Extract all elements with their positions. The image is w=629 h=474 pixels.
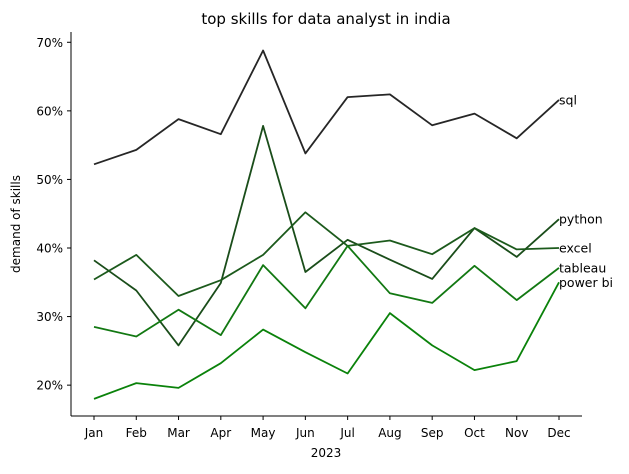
y-tick-label: 40% (36, 242, 63, 256)
x-tick-label: Jul (339, 426, 354, 440)
y-tick-label: 30% (36, 310, 63, 324)
y-tick-label: 70% (36, 36, 63, 50)
x-tick-label: Sep (421, 426, 444, 440)
series-label-power-bi: power bi (559, 275, 613, 290)
chart-title: top skills for data analyst in india (201, 10, 450, 28)
y-axis-label: demand of skills (9, 175, 23, 273)
series-line-sql (93, 49, 560, 166)
series-label-excel: excel (559, 241, 592, 256)
series-line-tableau (93, 244, 560, 338)
x-tick-label: Oct (464, 426, 485, 440)
series-label-tableau: tableau (559, 260, 606, 275)
x-ticks: Jan Feb Mar Apr May Jun Jul Aug Sep Oct Nov Dec (84, 416, 571, 440)
x-tick-label: Dec (547, 426, 570, 440)
y-ticks: 20% 30% 40% 50% 60% 70% (36, 36, 71, 393)
x-tick-label: Aug (378, 426, 401, 440)
y-tick-label: 20% (36, 379, 63, 393)
series-line-excel (93, 211, 560, 297)
y-tick-label: 50% (36, 173, 63, 187)
series-lines (93, 49, 560, 400)
series-label-sql: sql (559, 92, 577, 107)
series-label-python: python (559, 212, 603, 227)
x-tick-label: Feb (126, 426, 147, 440)
x-tick-label: Jun (295, 426, 315, 440)
series-line-python (93, 125, 560, 347)
series-line-power-bi (93, 281, 560, 400)
x-tick-label: Mar (167, 426, 190, 440)
y-tick-label: 60% (36, 104, 63, 118)
x-tick-label: Jan (84, 426, 104, 440)
x-tick-label: Nov (505, 426, 528, 440)
x-tick-label: Apr (210, 426, 231, 440)
x-axis-label: 2023 (311, 446, 342, 460)
x-tick-label: May (251, 426, 276, 440)
